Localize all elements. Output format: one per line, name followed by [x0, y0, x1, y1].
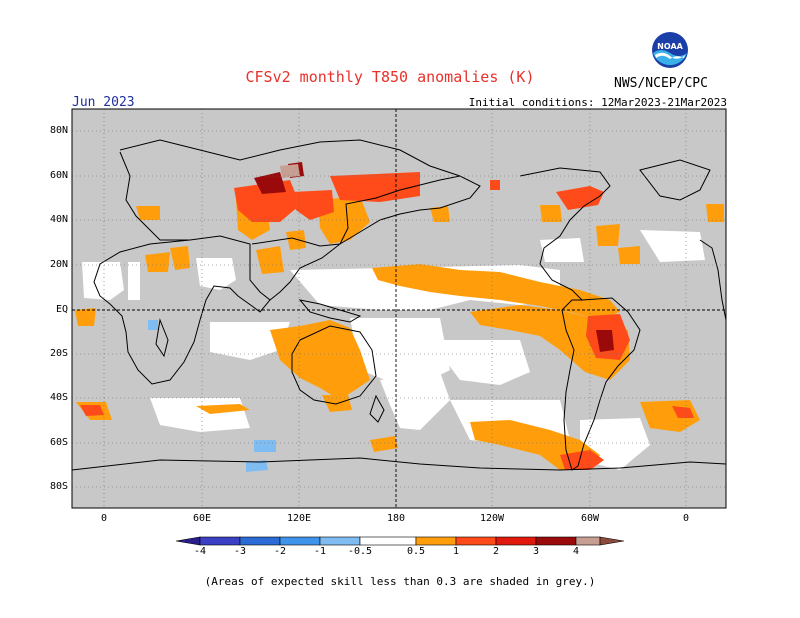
forecast-month: Jun 2023: [72, 95, 135, 110]
ytick-40s: 40S: [49, 392, 68, 403]
ytick-20s: 20S: [49, 348, 68, 359]
xtick-120w: 120W: [479, 513, 505, 524]
ytick-40n: 40N: [49, 214, 68, 225]
xtick-120e: 120E: [286, 513, 312, 524]
ytick-80s: 80S: [49, 481, 68, 492]
lat-lon-gridlines: [72, 109, 726, 508]
ytick-80n: 80N: [49, 125, 68, 136]
colorbar-tick-minus3: -3: [233, 546, 247, 557]
colorbar-tick-0-5: 0.5: [406, 546, 426, 557]
xtick-0-east: 0: [682, 513, 690, 524]
noaa-logo: NOAA: [652, 32, 688, 68]
xtick-60w: 60W: [580, 513, 600, 524]
ytick-eq: EQ: [55, 304, 68, 315]
xtick-60e: 60E: [192, 513, 212, 524]
colorbar: [175, 536, 625, 546]
colorbar-tick-minus0-5: -0.5: [347, 546, 373, 557]
colorbar-tick-2: 2: [492, 546, 500, 557]
xtick-180: 180: [386, 513, 406, 524]
initial-conditions: Initial conditions: 12Mar2023-21Mar2023: [468, 96, 727, 109]
equator-dateline: [72, 109, 726, 508]
colorbar-tick-3: 3: [532, 546, 540, 557]
skill-footnote: (Areas of expected skill less than 0.3 a…: [204, 575, 596, 588]
colorbar-tick-minus1: -1: [313, 546, 327, 557]
colorbar-tick-minus4: -4: [193, 546, 207, 557]
negative-anomaly-regions: [148, 320, 276, 472]
xtick-0: 0: [100, 513, 108, 524]
agency-label: NWS/NCEP/CPC: [614, 76, 708, 91]
colorbar-tick-4: 4: [572, 546, 580, 557]
colorbar-tick-minus2: -2: [273, 546, 287, 557]
coastlines: [71, 139, 727, 471]
positive-anomaly-above-4: [280, 164, 300, 178]
map-frame: [71, 108, 727, 509]
ytick-60n: 60N: [49, 170, 68, 181]
ytick-20n: 20N: [49, 259, 68, 270]
map-title: CFSv2 monthly T850 anomalies (K): [245, 68, 535, 86]
logo-text: NOAA: [657, 42, 683, 51]
ytick-60s: 60S: [49, 437, 68, 448]
colorbar-tick-1: 1: [452, 546, 460, 557]
